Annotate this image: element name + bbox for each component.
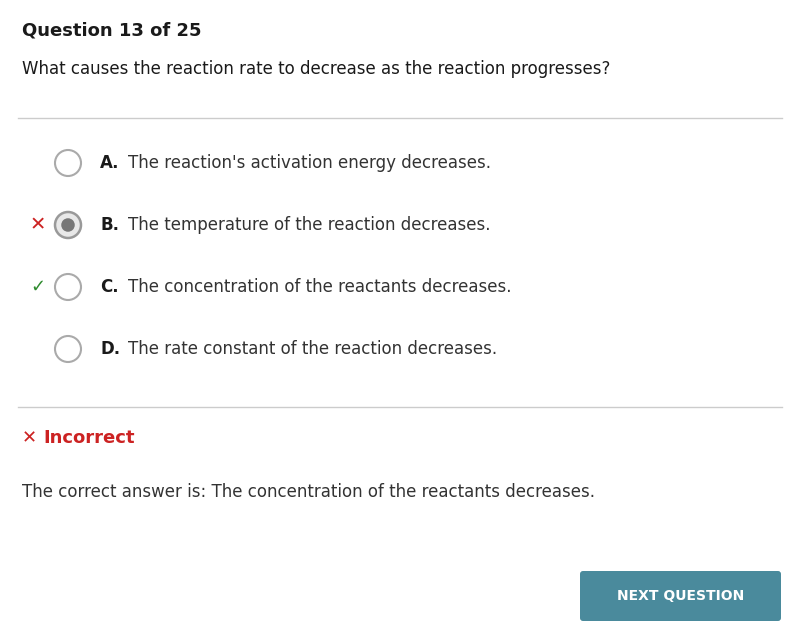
Text: The concentration of the reactants decreases.: The concentration of the reactants decre… xyxy=(128,278,511,296)
Text: Incorrect: Incorrect xyxy=(43,429,134,447)
Text: C.: C. xyxy=(100,278,118,296)
Text: The reaction's activation energy decreases.: The reaction's activation energy decreas… xyxy=(128,154,491,172)
Circle shape xyxy=(55,150,81,176)
Text: What causes the reaction rate to decrease as the reaction progresses?: What causes the reaction rate to decreas… xyxy=(22,60,610,78)
Text: Question 13 of 25: Question 13 of 25 xyxy=(22,22,202,40)
Circle shape xyxy=(55,336,81,362)
Text: B.: B. xyxy=(100,216,119,234)
Text: The temperature of the reaction decreases.: The temperature of the reaction decrease… xyxy=(128,216,490,234)
Text: ✕: ✕ xyxy=(30,215,46,234)
FancyBboxPatch shape xyxy=(580,571,781,621)
Text: The rate constant of the reaction decreases.: The rate constant of the reaction decrea… xyxy=(128,340,497,358)
Text: ✓: ✓ xyxy=(30,278,46,296)
Circle shape xyxy=(62,218,74,232)
Circle shape xyxy=(55,274,81,300)
Text: NEXT QUESTION: NEXT QUESTION xyxy=(617,589,744,603)
Text: The correct answer is: The concentration of the reactants decreases.: The correct answer is: The concentration… xyxy=(22,483,595,501)
Text: ✕: ✕ xyxy=(22,429,37,447)
Text: D.: D. xyxy=(100,340,120,358)
Circle shape xyxy=(55,212,81,238)
Text: A.: A. xyxy=(100,154,119,172)
